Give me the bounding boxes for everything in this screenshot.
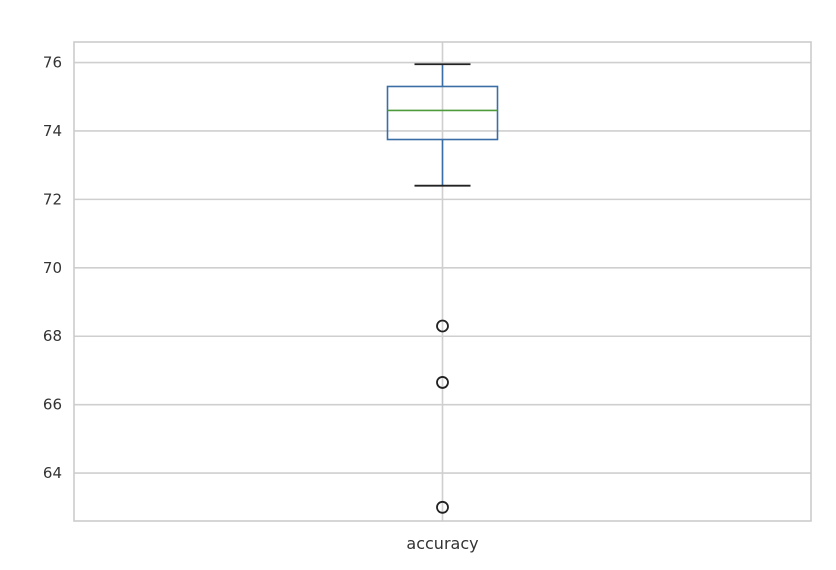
box-series bbox=[386, 63, 499, 514]
box-group bbox=[386, 63, 499, 514]
y-tick-label: 66 bbox=[43, 396, 62, 414]
plot-frame bbox=[73, 41, 812, 522]
grid-lines bbox=[74, 42, 811, 521]
y-tick-label: 64 bbox=[43, 464, 62, 482]
outlier-point bbox=[436, 319, 449, 333]
iqr-box bbox=[386, 85, 499, 141]
y-tick-label: 68 bbox=[43, 327, 62, 345]
outlier-point bbox=[436, 500, 449, 514]
y-axis-tick-labels: 64 66 68 70 72 74 76 bbox=[43, 54, 62, 483]
y-tick-label: 72 bbox=[43, 190, 62, 208]
y-tick-label: 70 bbox=[43, 259, 62, 277]
y-tick-label: 76 bbox=[43, 54, 62, 72]
outlier-point bbox=[436, 376, 449, 389]
x-tick-label: accuracy bbox=[406, 534, 478, 553]
y-tick-label: 74 bbox=[43, 122, 62, 140]
x-axis-tick-labels: accuracy bbox=[406, 534, 478, 553]
